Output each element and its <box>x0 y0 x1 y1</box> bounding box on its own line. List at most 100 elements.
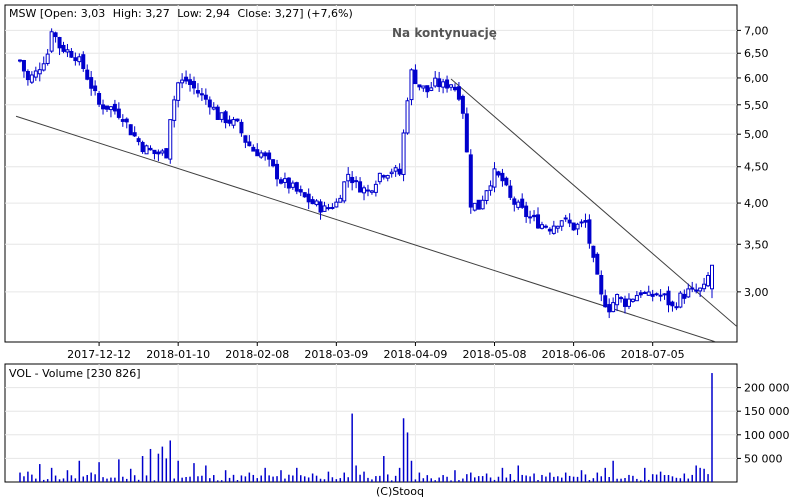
date-tick-label: 2018-07-05 <box>621 348 685 361</box>
candle-body <box>630 298 635 302</box>
candle-body <box>393 167 398 172</box>
candle-body <box>536 214 541 229</box>
date-axis: 2017-12-12 2018-01-10 2018-02-08 2018-03-09… <box>67 342 685 361</box>
candle-body <box>164 148 169 159</box>
candle-body <box>623 298 628 307</box>
candle-body <box>559 220 564 227</box>
candle-body <box>350 176 355 184</box>
price-tick-label: 4,50 <box>744 161 769 174</box>
candle-body <box>231 119 236 126</box>
candle-body <box>184 76 189 82</box>
price-tick-label: 3,00 <box>744 286 769 299</box>
candle-body <box>120 119 125 122</box>
candle-body <box>136 138 141 143</box>
candle-body <box>342 181 347 202</box>
candle-body <box>104 105 109 110</box>
candle-body <box>480 199 485 210</box>
candle-body <box>686 288 691 298</box>
candle-body <box>263 152 268 157</box>
price-tick-label: 3,50 <box>744 238 769 251</box>
candle-body <box>496 171 501 176</box>
candle-body <box>583 220 588 223</box>
candle-body <box>524 205 529 218</box>
price-panel <box>4 4 738 343</box>
candle-body <box>73 57 78 62</box>
candle-body <box>634 295 639 302</box>
candle-body <box>69 50 74 58</box>
candle-body <box>282 178 287 183</box>
trendline-support <box>15 115 717 342</box>
candle-body <box>417 84 422 88</box>
candle-body <box>464 113 469 153</box>
candle-body <box>369 190 374 193</box>
candle-body <box>599 275 604 295</box>
candle-body <box>41 63 46 71</box>
candle-body <box>243 135 248 143</box>
candle-body <box>199 93 204 96</box>
candle-body <box>658 294 663 297</box>
price-tick-label: 7,00 <box>744 24 769 37</box>
candle-body <box>551 225 556 234</box>
candle-body <box>381 175 386 178</box>
candle-body <box>706 274 711 287</box>
candle-body <box>235 118 240 122</box>
candle-body <box>650 293 655 297</box>
price-axis: 7,00 6,50 6,00 5,50 5,00 4,50 4,00 3,50 3,00 <box>737 24 769 299</box>
volume-tick-label: 50 000 <box>744 452 783 465</box>
candle-body <box>207 99 212 108</box>
candle-body <box>662 293 667 296</box>
candle-body <box>413 69 418 85</box>
candle-body <box>508 185 513 198</box>
candle-body <box>354 180 359 183</box>
candle-body <box>18 59 22 62</box>
candle-body <box>334 201 339 208</box>
volume-title: VOL - Volume <box>9 367 83 380</box>
candle-body <box>429 87 434 91</box>
candle-body <box>472 202 477 211</box>
date-tick-label: 2018-03-09 <box>304 348 368 361</box>
candle-body <box>211 106 216 110</box>
candle-body <box>239 121 244 134</box>
change-value: (+7,6%) <box>307 7 353 20</box>
candle-body <box>318 201 323 213</box>
candle-body <box>168 119 173 160</box>
candle-body <box>500 172 505 182</box>
candle-body <box>476 199 481 210</box>
candle-body <box>555 225 560 229</box>
price-grid <box>5 5 737 342</box>
candle-body <box>251 146 256 152</box>
price-tick-label: 4,00 <box>744 197 769 210</box>
candle-body <box>77 56 82 63</box>
candle-body <box>488 185 493 191</box>
candle-body <box>81 54 86 69</box>
candle-body <box>33 70 38 78</box>
candle-body <box>520 198 525 208</box>
candle-body <box>702 283 707 290</box>
candle-body <box>290 182 295 188</box>
date-tick-label: 2018-01-10 <box>146 348 210 361</box>
candle-body <box>619 297 624 300</box>
date-tick-label: 2018-02-08 <box>225 348 289 361</box>
candle-body <box>646 291 651 296</box>
candle-body <box>306 193 311 203</box>
volume-series <box>19 373 713 482</box>
candle-body <box>140 141 145 153</box>
candle-body <box>203 94 208 100</box>
candle-body <box>195 90 200 94</box>
candle-body <box>484 190 489 201</box>
candle-body <box>152 149 157 155</box>
candle-body <box>156 151 161 155</box>
date-tick-label: 2018-06-06 <box>542 348 606 361</box>
candle-body <box>539 224 544 229</box>
candle-body <box>626 298 631 307</box>
candle-body <box>694 289 699 292</box>
candle-body <box>65 49 70 53</box>
candle-body <box>449 84 454 88</box>
candle-body <box>53 32 58 38</box>
candle-body <box>543 225 548 228</box>
candle-body <box>219 112 224 120</box>
candle-body <box>666 290 671 306</box>
candle-body <box>445 79 450 89</box>
volume-tick-label: 150 000 <box>744 405 790 418</box>
